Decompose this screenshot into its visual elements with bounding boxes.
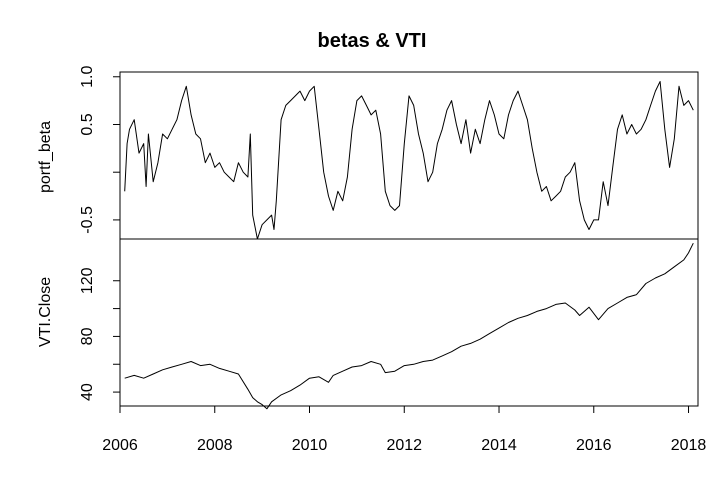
series-line-vti-close xyxy=(124,242,694,410)
x-tick-label: 2008 xyxy=(197,437,233,454)
y-tick-label: 0.5 xyxy=(79,113,96,135)
x-tick-label: 2016 xyxy=(576,437,612,454)
series-line-portf-beta xyxy=(124,81,694,240)
y-axis-label-vti-close: VTI.Close xyxy=(37,277,54,347)
x-tick-label: 2006 xyxy=(102,437,138,454)
x-tick-label: 2012 xyxy=(386,437,422,454)
y-tick-label: 1.0 xyxy=(79,66,96,88)
y-tick-label: 40 xyxy=(79,383,96,401)
x-tick-label: 2010 xyxy=(292,437,328,454)
x-tick-label: 2018 xyxy=(671,437,707,454)
panel-portf-beta: portf_beta -0.5 0.5 1.0 xyxy=(37,66,699,240)
y-tick-label: 80 xyxy=(79,327,96,345)
panel-frame xyxy=(119,238,699,407)
chart-title: betas & VTI xyxy=(318,30,427,52)
panel-vti-close: VTI.Close 40 80 120 xyxy=(37,238,699,410)
x-axis: 2006 2008 2010 2012 2014 2016 2018 xyxy=(102,405,707,454)
x-tick-label: 2014 xyxy=(481,437,517,454)
y-tick-label: 120 xyxy=(79,267,96,294)
y-tick-label: -0.5 xyxy=(79,206,96,234)
y-axis-label-portf-beta: portf_beta xyxy=(37,121,54,193)
